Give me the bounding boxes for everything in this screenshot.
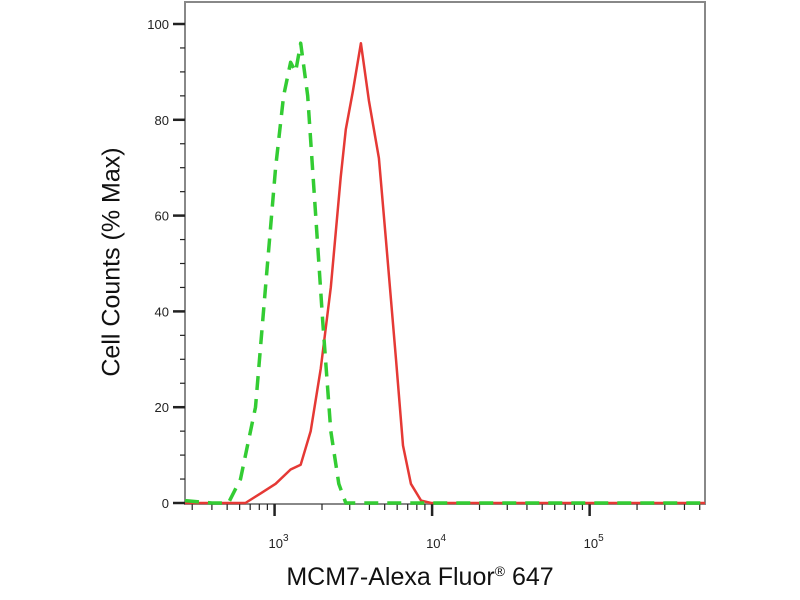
x-tick-base: 10 <box>269 536 283 551</box>
x-tick-label: 104 <box>426 533 446 551</box>
x-tick-label: 105 <box>584 533 604 551</box>
y-tick-label: 80 <box>155 113 169 128</box>
sample-histogram-line <box>185 41 705 505</box>
y-tick-label: 100 <box>147 17 169 32</box>
x-axis-label-tail: 647 <box>505 563 554 591</box>
plot-frame <box>184 1 706 505</box>
x-tick-label: 103 <box>269 533 289 551</box>
y-axis-label: Cell Counts (% Max) <box>97 147 126 377</box>
x-tick-base: 10 <box>426 536 440 551</box>
x-tick-base: 10 <box>584 536 598 551</box>
x-axis-label-main: MCM7-Alexa Fluor <box>286 563 495 591</box>
y-tick-label: 60 <box>155 209 169 224</box>
x-tick-exponent: 4 <box>441 533 447 544</box>
y-tick-label: 0 <box>162 496 169 511</box>
y-tick-label: 40 <box>155 304 169 319</box>
x-axis-label-registered: ® <box>494 563 506 579</box>
x-tick-exponent: 3 <box>283 533 289 544</box>
x-tick-exponent: 5 <box>598 533 604 544</box>
y-tick-label: 20 <box>155 400 169 415</box>
isotype-control-histogram-line <box>184 41 705 505</box>
x-axis-label: MCM7-Alexa Fluor® 647 <box>286 563 553 592</box>
